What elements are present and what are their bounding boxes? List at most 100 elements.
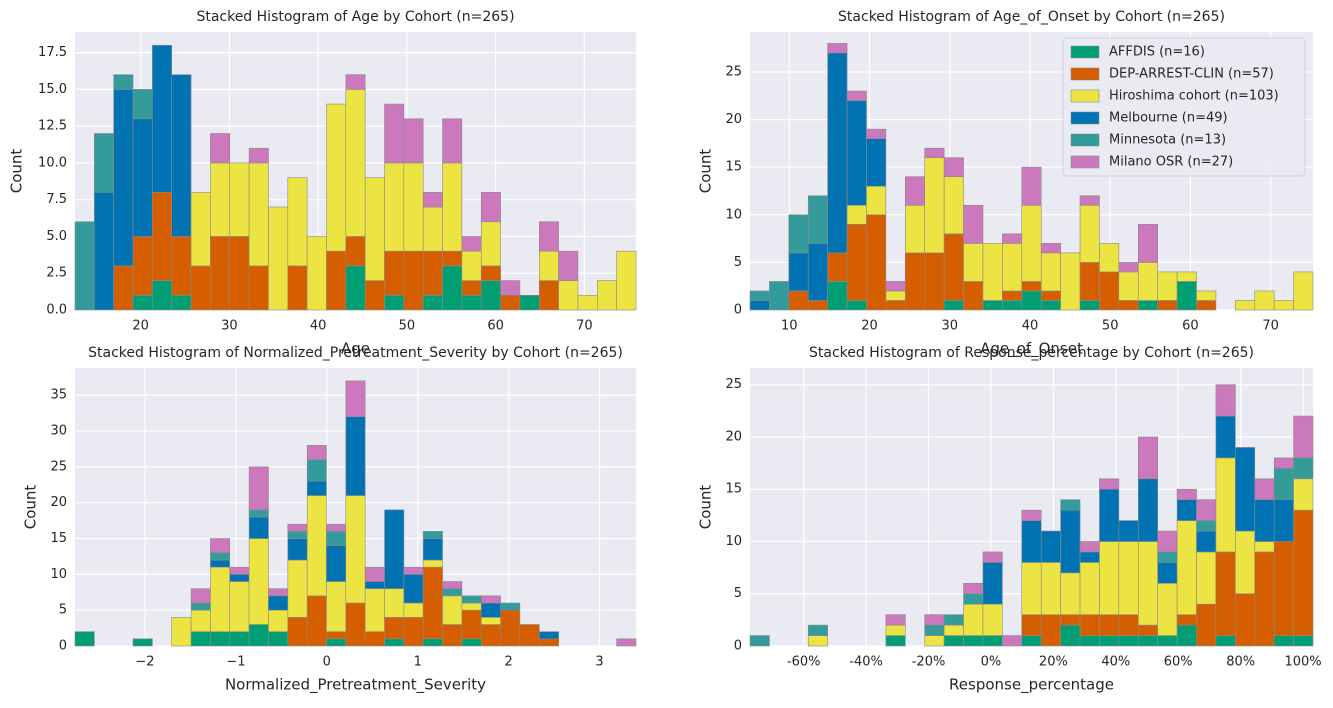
bar-segment [846,90,867,101]
bar-segment [1157,551,1178,563]
bar-segment [1157,271,1178,301]
bar-segment [442,162,463,252]
bar-segment [1079,204,1100,263]
bar-segment [924,252,945,311]
bar-segment [1118,262,1139,273]
bar-segment [827,52,848,254]
bar-segment [749,290,770,301]
bar-segment [1254,541,1275,553]
bar-segment [442,588,463,597]
bar-segment [480,595,501,604]
y-tick-label: 5 [734,586,742,601]
bar-segment [1137,624,1158,636]
bar-segment [248,265,269,311]
bar-segment [1021,166,1042,206]
bar-segment [442,250,463,267]
bar-segment [442,624,463,647]
bar-segment [248,147,269,164]
bar-segment [538,638,559,647]
bar-segment [943,176,964,235]
bar-segment [982,635,1003,647]
bar-segment [1215,635,1236,647]
bar-segment [1099,541,1120,615]
bar-segment [1040,290,1061,301]
bar-segment [210,566,231,632]
bar-segment [885,624,906,636]
bar-segment [769,281,790,311]
bar-segment [538,631,559,640]
x-tick-label: 50 [1102,319,1119,334]
bar-segment [287,523,308,532]
bar-segment [113,74,134,90]
y-tick-label: 10 [50,567,67,582]
bar-segment [190,602,211,611]
chart-title: Stacked Histogram of Response_percentage… [809,345,1254,361]
bar-segment [500,609,521,647]
bar-segment [1099,614,1120,636]
bar-segment [1118,635,1139,647]
bar-segment [519,624,540,647]
bar-segment [500,280,521,296]
y-tick-label: 15.0 [38,82,67,97]
bar-segment [1196,603,1217,647]
bar-segment [963,582,984,595]
bar-segment [1079,562,1100,615]
y-axis-label: Count [697,149,715,194]
bar-segment [1021,290,1042,311]
bar-segment [500,294,521,311]
y-tick-label: 20 [50,495,67,510]
y-tick-label: 7.5 [46,192,67,207]
bar-segment [210,538,231,554]
x-tick-label: -60% [787,655,821,670]
bar-segment [132,236,153,296]
bar-segment [461,595,482,604]
bar-segment [152,280,173,311]
legend-label: Hiroshima cohort (n=103) [1109,89,1279,104]
bar-segment [287,538,308,561]
x-tick-label: -20% [912,655,946,670]
bar-segment [846,100,867,206]
bar-segment [597,280,617,311]
bar-segment [442,118,463,164]
bar-segment [210,133,231,164]
bar-segment [306,595,327,647]
bar-segment [1157,635,1178,647]
bar-segment [422,531,443,539]
bar-segment [480,280,501,311]
bar-segment [384,162,405,252]
bar-segment [287,177,308,267]
bar-segment [943,300,964,311]
bar-segment [1137,436,1158,480]
bar-segment [616,250,637,311]
bar-segment [1099,635,1120,647]
y-tick-label: 2.5 [46,266,67,281]
x-tick-label: 30 [221,319,238,334]
bar-segment [1176,520,1197,615]
y-tick-label: 35 [50,388,67,403]
bar-segment [1137,300,1158,311]
bar-segment [1196,530,1217,553]
bar-segment [1021,520,1042,563]
bar-segment [190,265,211,311]
x-tick-label: 100% [1284,655,1321,670]
x-tick-label: 40 [310,319,327,334]
bar-segment [326,631,347,640]
bar-segment [403,602,424,618]
bar-segment [422,206,443,252]
bar-segment [1002,300,1023,311]
y-tick-label: 0 [734,639,742,654]
bar-segment [1021,281,1042,292]
bar-segment [132,89,153,120]
bar-segment [1293,478,1314,511]
bar-segment [74,221,95,311]
x-tick-label: −1 [226,655,245,670]
bar-segment [461,236,482,252]
bar-segment [1060,499,1081,511]
bar-segment [1293,457,1314,480]
bar-segment [1099,478,1120,490]
bar-segment [1254,499,1275,542]
bar-segment [807,195,828,244]
bar-segment [866,128,887,139]
x-tick-label: 80% [1226,655,1255,670]
bar-segment [519,294,540,311]
